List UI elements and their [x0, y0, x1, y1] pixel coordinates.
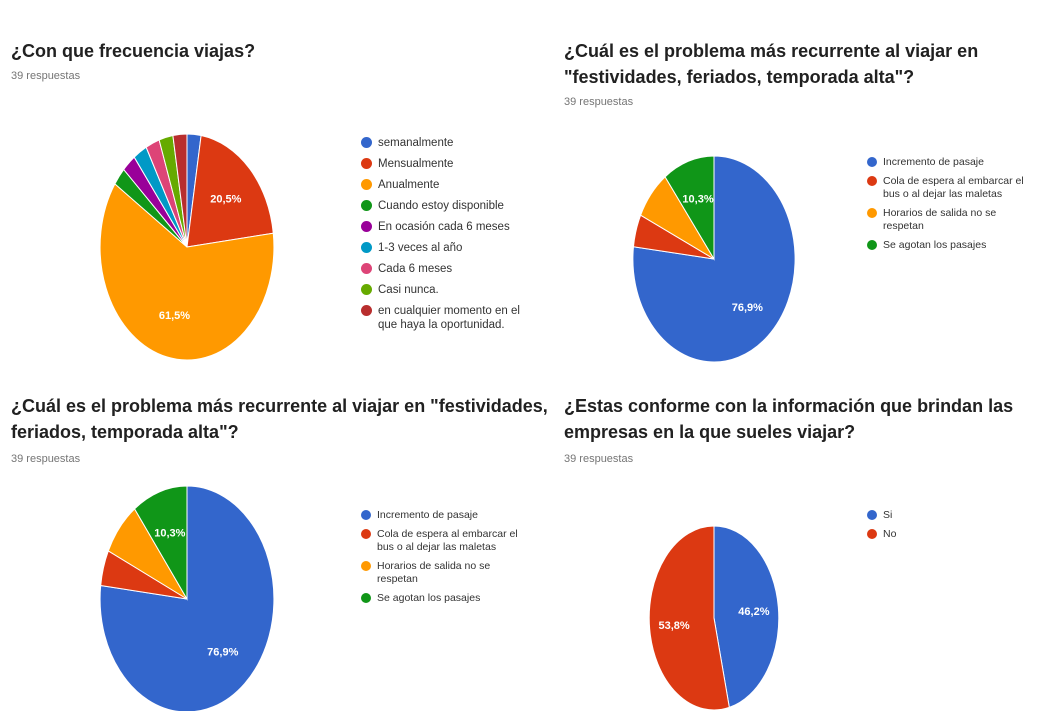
legend-label: Incremento de pasaje	[883, 156, 984, 168]
pie-slice-si	[713, 525, 780, 709]
legend-label: Si	[883, 509, 893, 521]
chart-legend: Incremento de pasaje Cola de espera al em…	[361, 509, 531, 611]
legend-label: En ocasión cada 6 meses	[378, 221, 510, 233]
legend-swatch	[361, 510, 371, 520]
chart-legend: Si No	[867, 509, 1037, 547]
legend-swatch	[361, 561, 371, 571]
legend-label: No	[883, 528, 897, 540]
legend-label: 1-3 veces al año	[378, 242, 463, 254]
pie-data-label: 46,2%	[738, 606, 769, 618]
legend-swatch	[867, 510, 877, 520]
legend-swatch	[361, 284, 372, 295]
legend-item-se-agotan-los-pasajes: Se agotan los pasajes	[361, 592, 531, 605]
legend-item-incremento-de-pasaje: Incremento de pasaje	[867, 156, 1037, 169]
legend-item-se-agotan-los-pasajes: Se agotan los pasajes	[867, 239, 1037, 252]
pie-data-label: 10,3%	[154, 528, 185, 540]
legend-swatch	[361, 593, 371, 603]
pie-chart: 76,9% 10,3%	[99, 485, 275, 711]
pie-data-label: 76,9%	[207, 646, 238, 658]
legend-swatch	[361, 263, 372, 274]
legend-swatch	[867, 176, 877, 186]
chart-panel-problems-top: ¿Cuál es el problema más recurrente al v…	[527, 0, 1054, 385]
chart-subtitle: 39 respuestas	[564, 453, 634, 465]
legend-label: Cola de espera al embarcar el bus o al d…	[883, 175, 1024, 200]
legend-swatch	[361, 242, 372, 253]
legend-swatch	[361, 200, 372, 211]
pie-slice-en-cualquier-momento-en-el-que-haya-la-o	[172, 133, 188, 248]
legend-label: Horarios de salida no se respetan	[883, 207, 997, 232]
legend-swatch	[361, 179, 372, 190]
pie-chart: 20,5% 61,5%	[99, 133, 275, 361]
chart-legend: semanalmente Mensualmente Anualmente Cuando…	[361, 136, 531, 339]
pie-data-label: 20,5%	[210, 193, 241, 205]
legend-label: Se agotan los pasajes	[883, 239, 987, 251]
legend-item-no: No	[867, 528, 1037, 541]
chart-title: ¿Estas conforme con la información que b…	[564, 396, 1014, 442]
legend-swatch	[867, 529, 877, 539]
legend-item-cola-de-espera-al-embarcar-el-bus-o-al-d: Cola de espera al embarcar el bus o al d…	[361, 528, 531, 554]
pie-slice-no	[648, 525, 730, 711]
pie-data-label: 61,5%	[159, 310, 190, 322]
legend-label: en cualquier momento en el que haya la o…	[378, 305, 520, 331]
chart-panel-frequency: ¿Con que frecuencia viajas? 39 respuesta…	[0, 0, 527, 385]
legend-label: Incremento de pasaje	[377, 509, 478, 521]
legend-swatch	[867, 240, 877, 250]
chart-title: ¿Con que frecuencia viajas?	[11, 41, 256, 61]
legend-item-horarios-de-salida-no-se-respetan: Horarios de salida no se respetan	[361, 560, 531, 586]
legend-item-anualmente: Anualmente	[361, 178, 531, 192]
pie-data-label: 10,3%	[682, 193, 713, 205]
legend-swatch	[361, 305, 372, 316]
legend-swatch	[361, 221, 372, 232]
legend-label: Mensualmente	[378, 158, 454, 170]
legend-swatch	[361, 137, 372, 148]
legend-label: Casi nunca.	[378, 284, 439, 296]
legend-swatch	[361, 158, 372, 169]
legend-label: Se agotan los pasajes	[377, 592, 481, 604]
legend-item-cada-6-meses: Cada 6 meses	[361, 262, 531, 276]
legend-item-cuando-estoy-disponible: Cuando estoy disponible	[361, 199, 531, 213]
pie-chart: 46,2% 53,8%	[648, 525, 780, 711]
pie-data-label: 76,9%	[732, 302, 763, 314]
pie-slice-mensualmente	[186, 134, 274, 248]
chart-legend: Incremento de pasaje Cola de espera al em…	[867, 156, 1037, 258]
chart-subtitle: 39 respuestas	[11, 453, 81, 465]
pie-slice-se-agotan-los-pasajes	[133, 485, 188, 601]
legend-item-cola-de-espera-al-embarcar-el-bus-o-al-d: Cola de espera al embarcar el bus o al d…	[867, 175, 1037, 201]
legend-item-horarios-de-salida-no-se-respetan: Horarios de salida no se respetan	[867, 207, 1037, 233]
pie-slice-anualmente	[99, 183, 275, 361]
chart-title: ¿Cuál es el problema más recurrente al v…	[11, 396, 548, 442]
chart-panel-information: ¿Estas conforme con la información que b…	[527, 385, 1054, 711]
legend-label: Anualmente	[378, 179, 440, 191]
chart-subtitle: 39 respuestas	[11, 70, 81, 82]
chart-panel-problems-bottom: ¿Cuál es el problema más recurrente al v…	[0, 385, 548, 711]
legend-item-mensualmente: Mensualmente	[361, 157, 531, 171]
legend-label: Cuando estoy disponible	[378, 200, 504, 212]
pie-chart: 76,9% 10,3%	[632, 155, 796, 363]
legend-item-1-3-veces-al-ano: 1-3 veces al año	[361, 241, 531, 255]
legend-item-en-ocasion-cada-6-meses: En ocasión cada 6 meses	[361, 220, 531, 234]
legend-item-incremento-de-pasaje: Incremento de pasaje	[361, 509, 531, 522]
legend-item-semanalmente: semanalmente	[361, 136, 531, 150]
pie-data-label: 53,8%	[659, 620, 690, 632]
legend-swatch	[867, 157, 877, 167]
legend-label: Horarios de salida no se respetan	[377, 560, 491, 585]
legend-label: Cada 6 meses	[378, 263, 453, 275]
chart-subtitle: 39 respuestas	[564, 96, 634, 108]
legend-label: Cola de espera al embarcar el bus o al d…	[377, 528, 518, 553]
legend-item-casi-nunca: Casi nunca.	[361, 283, 531, 297]
chart-title: ¿Cuál es el problema más recurrente al v…	[564, 41, 979, 87]
legend-label: semanalmente	[378, 137, 454, 149]
legend-swatch	[361, 529, 371, 539]
legend-item-en-cualquier-momento-en-el-que-haya-la-o: en cualquier momento en el que haya la o…	[361, 304, 531, 332]
legend-item-si: Si	[867, 509, 1037, 522]
legend-swatch	[867, 208, 877, 218]
pie-slice-se-agotan-los-pasajes	[664, 155, 715, 261]
